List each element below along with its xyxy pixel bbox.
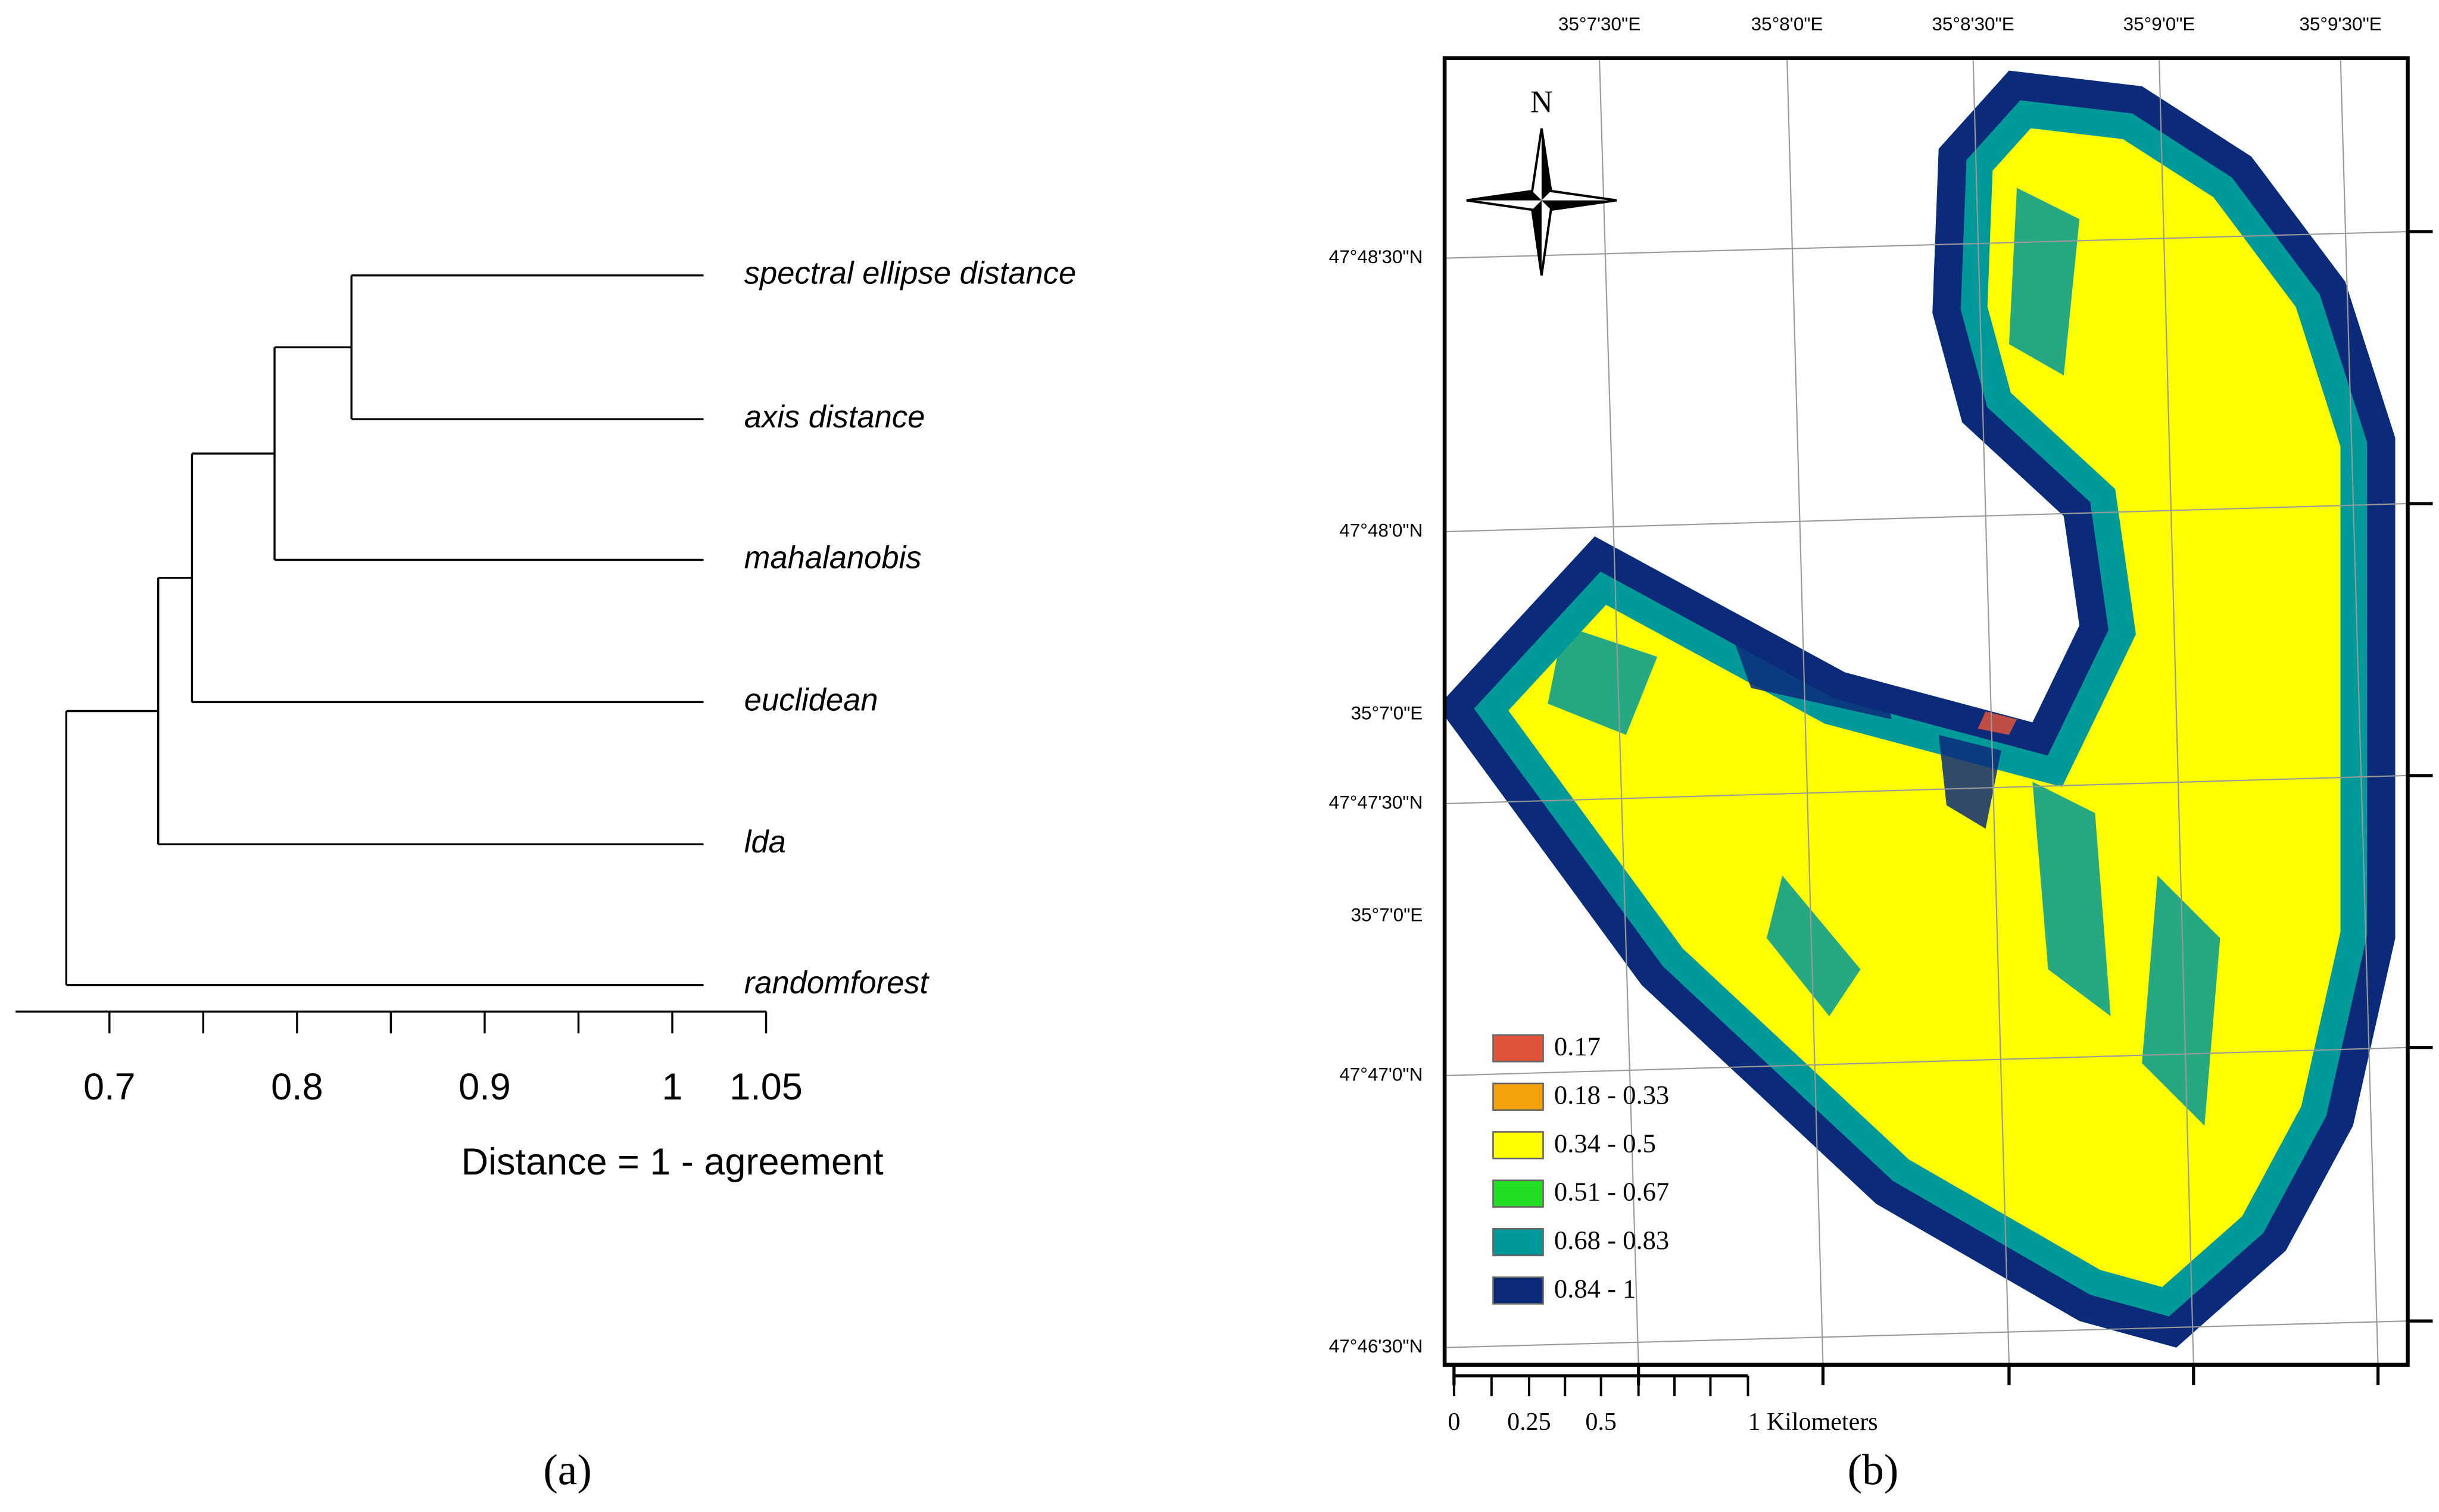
latitude-label: 35°7'0"E — [1351, 702, 1423, 724]
legend-swatch — [1492, 1082, 1544, 1111]
panel-label: (b) — [1848, 1445, 1899, 1494]
graticule — [1598, 58, 1639, 1365]
legend-label: 0.34 - 0.5 — [1554, 1128, 1656, 1158]
graticule — [2158, 58, 2194, 1365]
scale-label: 0.25 — [1507, 1408, 1551, 1436]
leaf-label: spectral ellipse distance — [744, 255, 1076, 290]
x-tick-label: 0.7 — [83, 1066, 136, 1108]
land-patch — [1938, 735, 2001, 829]
x-axis-title: Distance = 1 - agreement — [461, 1141, 884, 1183]
legend-swatch — [1492, 1131, 1544, 1160]
latitude-label: 47°47'30"N — [1329, 791, 1423, 813]
longitude-label: 35°9'0"E — [2123, 13, 2195, 35]
legend-swatch — [1492, 1227, 1544, 1257]
graticule — [1445, 1320, 2408, 1348]
latitude-label: 47°48'30"N — [1329, 246, 1423, 267]
latitude-label: 47°48'0"N — [1339, 520, 1423, 541]
panel-label: (a) — [543, 1445, 592, 1494]
legend-label: 0.68 - 0.83 — [1554, 1225, 1669, 1255]
graticule — [1445, 1046, 2408, 1076]
legend-label: 0.51 - 0.67 — [1554, 1177, 1669, 1207]
x-tick-label: 1 — [662, 1066, 683, 1108]
leaf-label: euclidean — [744, 682, 878, 717]
land-patch — [1766, 875, 1861, 1017]
legend-swatch — [1492, 1179, 1544, 1208]
map-frame — [1442, 56, 2410, 1367]
graticule — [1786, 58, 1824, 1365]
graticule — [2340, 58, 2379, 1365]
x-tick-label: 0.8 — [271, 1066, 323, 1108]
compass — [1466, 128, 1617, 276]
legend-label: 0.18 - 0.33 — [1554, 1080, 1669, 1110]
scale-label: 1 Kilometers — [1748, 1408, 1877, 1436]
latitude-label: 47°46'30"N — [1329, 1335, 1423, 1357]
land-patch — [1720, 602, 1892, 720]
legend-label: 0.84 - 1 — [1554, 1274, 1636, 1304]
longitude-label: 35°8'30"E — [1932, 13, 2014, 35]
graticule — [1972, 58, 2010, 1365]
longitude-label: 35°8'0"E — [1751, 13, 1823, 35]
leaf-label: mahalanobis — [744, 540, 922, 575]
x-tick-label: 0.9 — [459, 1066, 511, 1108]
land-patch — [2142, 875, 2220, 1126]
longitude-label: 35°7'30"E — [1558, 13, 1640, 35]
legend-label: 0.17 — [1554, 1032, 1601, 1061]
graticule — [1445, 774, 2408, 805]
leaf-label: axis distance — [744, 399, 925, 435]
legend-swatch — [1492, 1034, 1544, 1063]
scale-label: 0.5 — [1585, 1408, 1617, 1436]
scale-label: 0 — [1448, 1408, 1460, 1436]
land-patch — [1548, 625, 1658, 735]
land-patch — [1978, 711, 2017, 735]
map-panel: 35°7'30"E 35°8'0"E 35°8'30"E 35°9'0"E 35°9'3… — [1329, 13, 2433, 1494]
north-label: N — [1530, 85, 1553, 119]
x-tick-label: 1.05 — [729, 1066, 803, 1108]
leaf-label: randomforest — [744, 966, 930, 1001]
leaf-label: lda — [744, 824, 786, 860]
land-patch — [2008, 188, 2080, 376]
legend-swatch — [1492, 1276, 1544, 1305]
land-patch — [2032, 782, 2111, 1017]
graticule — [1445, 231, 2408, 259]
latitude-label: 35°7'0"E — [1351, 904, 1423, 925]
graticule — [1445, 502, 2408, 533]
longitude-label: 35°9'30"E — [2299, 13, 2381, 35]
dendrogram-panel: spectral ellipse distance axis distance ma… — [15, 255, 1076, 1494]
latitude-label: 47°47'0"N — [1339, 1063, 1423, 1085]
